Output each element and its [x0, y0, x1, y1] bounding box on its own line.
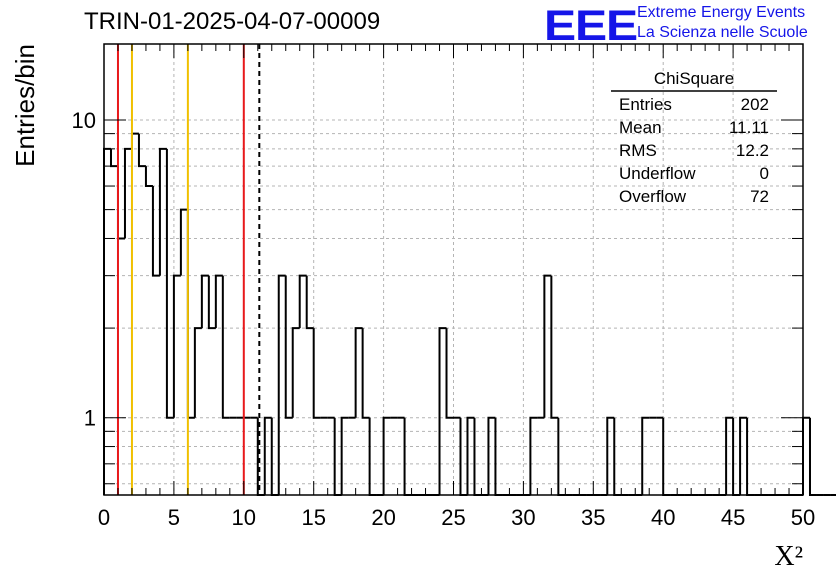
- histogram-bin: [186, 209, 195, 419]
- eee-logo: EEE: [544, 2, 638, 50]
- stats-row-label: RMS: [619, 141, 657, 160]
- y-tick-label: 10: [72, 108, 96, 133]
- histogram-bin: [298, 274, 307, 329]
- histogram-bin: [284, 275, 293, 419]
- stats-header: ChiSquare: [654, 69, 734, 88]
- histogram-bin: [466, 416, 475, 495]
- x-tick-label: 35: [581, 505, 605, 530]
- stats-row-value: 72: [750, 187, 769, 206]
- histogram-bin: [382, 416, 391, 495]
- axis-ticks: [103, 44, 804, 495]
- histogram-bin: [641, 416, 650, 495]
- histogram-bin: [123, 147, 132, 239]
- x-tick-label: 25: [441, 505, 465, 530]
- stats-row-value: 12.2: [736, 141, 769, 160]
- histogram-bin: [312, 328, 321, 419]
- stats-box: ChiSquare Entries 202 Mean 11.11 RMS 12.2 Under…: [611, 69, 777, 206]
- histogram-bin: [158, 147, 167, 276]
- histogram-bin: [606, 416, 615, 495]
- histogram-bin: [130, 132, 139, 149]
- histogram-bin: [207, 275, 216, 330]
- y-axis-label: Entries/bin: [10, 44, 40, 167]
- histogram-bin: [151, 186, 160, 277]
- histogram-bin: [172, 274, 181, 418]
- histogram-bin: [221, 275, 230, 419]
- histogram-bin: [739, 416, 748, 495]
- histogram-bin: [361, 328, 370, 419]
- histogram-bin: [109, 148, 118, 168]
- x-tick-label: 20: [371, 505, 395, 530]
- stats-row-value: 0: [760, 164, 769, 183]
- histogram-bin: [144, 166, 153, 188]
- histogram-bin: [200, 274, 209, 329]
- histogram-bars: [103, 132, 836, 496]
- x-axis-label: X²: [774, 541, 803, 572]
- x-tick-label: 50: [791, 505, 815, 530]
- histogram-bin: [305, 275, 314, 330]
- histogram-bin: [263, 416, 272, 495]
- histogram-bin: [550, 275, 559, 419]
- axis-tick-labels: 0 5 10 15 20 25 30 35 40 45 50 1 10: [72, 108, 816, 530]
- histogram-bin: [193, 327, 202, 418]
- histogram-bin: [808, 417, 817, 496]
- x-tick-label: 40: [651, 505, 675, 530]
- histogram-bin: [179, 208, 188, 276]
- histogram-bin: [340, 416, 349, 495]
- stats-row-label: Overflow: [619, 187, 687, 206]
- histogram-bin: [291, 327, 300, 418]
- x-tick-label: 45: [721, 505, 745, 530]
- x-tick-label: 30: [511, 505, 535, 530]
- y-tick-label: 1: [84, 406, 96, 431]
- run-title: TRIN-01-2025-04-07-00009: [84, 8, 381, 35]
- histogram-bin: [277, 274, 286, 495]
- logo-line-2: La Scienza nelle Scuole: [637, 24, 808, 41]
- stats-row-label: Mean: [619, 118, 662, 137]
- histogram-bin: [103, 147, 111, 495]
- histogram-bin: [116, 166, 125, 240]
- histogram-bin: [445, 328, 454, 419]
- histogram-bin: [214, 274, 223, 329]
- stats-row-value: 202: [741, 95, 769, 114]
- histogram-bin: [165, 148, 174, 419]
- stats-row-label: Entries: [619, 95, 672, 114]
- histogram-bin: [487, 416, 496, 495]
- histogram-bin: [529, 416, 538, 495]
- histogram-bin: [438, 327, 447, 495]
- stats-row-label: Underflow: [619, 164, 696, 183]
- histogram-bin: [725, 416, 734, 495]
- histogram-bin: [354, 327, 363, 418]
- x-tick-label: 15: [301, 505, 325, 530]
- histogram-bin: [802, 416, 810, 495]
- histogram-bin: [137, 133, 146, 168]
- grid-lines: [104, 44, 803, 495]
- histogram-bin: [543, 274, 552, 418]
- logo-line-1: Extreme Energy Events: [637, 4, 806, 21]
- x-tick-label: 10: [232, 505, 256, 530]
- stats-row-value: 11.11: [729, 118, 769, 137]
- x-tick-label: 5: [168, 505, 180, 530]
- reference-lines: [116, 44, 261, 495]
- x-tick-label: 0: [98, 505, 110, 530]
